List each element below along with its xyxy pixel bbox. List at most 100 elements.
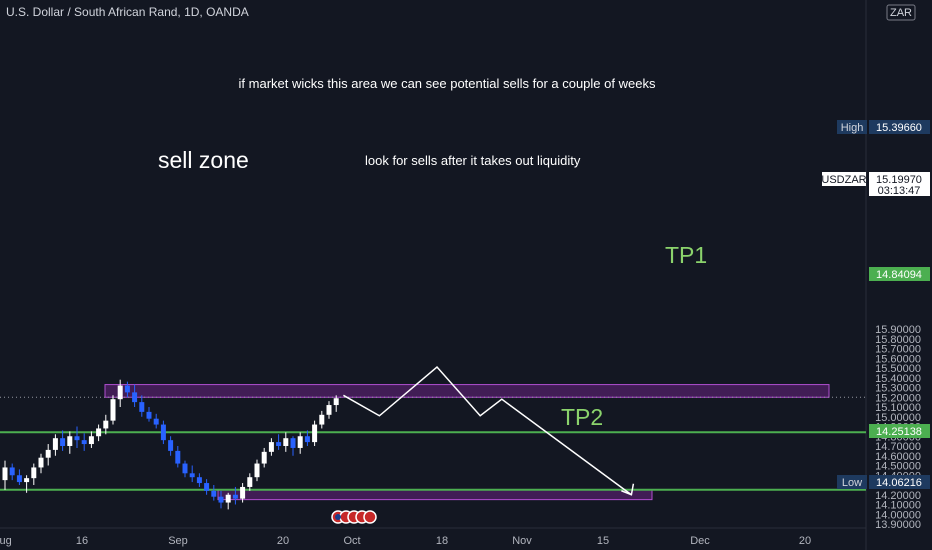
x-tick-label: 18 [436, 535, 448, 547]
y-tick-label: 15.60000 [875, 353, 921, 365]
candle-body [175, 450, 181, 464]
candle-body [204, 483, 210, 491]
candle-body [225, 494, 231, 503]
candle-body [16, 475, 22, 483]
candle-body [88, 436, 94, 445]
tp1-price-box [869, 267, 930, 281]
tp1-label: TP1 [665, 242, 707, 268]
currency-box[interactable] [886, 4, 916, 21]
low-tag-value-box [869, 475, 930, 489]
annotation-zone-note: look for sells after it takes out liquid… [365, 153, 581, 168]
tp2-label: TP2 [561, 404, 603, 430]
zone-rect [217, 489, 653, 501]
time-axis[interactable]: Aug 16 Sep 20 Oct 18 Nov 15 Dec 20 [0, 535, 811, 547]
annotation-top-note: if market wicks this area we can see pot… [239, 76, 656, 91]
y-tick-label: 13.90000 [875, 519, 921, 531]
candle-body [60, 438, 66, 446]
candle-body [139, 402, 145, 412]
x-tick-label: 20 [277, 535, 289, 547]
forecast-path [343, 365, 632, 496]
y-tick-label: 14.00000 [875, 509, 921, 521]
candle-body [247, 477, 253, 487]
candle-body [74, 436, 80, 441]
candle-body [2, 467, 8, 481]
y-tick-label: 15.20000 [875, 392, 921, 404]
candle-body [153, 418, 159, 425]
sell-zone-label: sell zone [158, 147, 249, 173]
low-tag-name-box [837, 475, 867, 489]
candle-body [31, 467, 37, 479]
candle-body [333, 398, 339, 406]
x-tick-label: Oct [343, 535, 360, 547]
y-tick-label: 15.80000 [875, 334, 921, 346]
x-tick-label: Nov [512, 535, 532, 547]
last-price-value: 15.19970 [876, 174, 922, 186]
candle-body [268, 442, 274, 452]
y-tick-label: 15.30000 [875, 383, 921, 395]
candle-body [290, 438, 296, 448]
candle-body [218, 496, 224, 503]
candle-body [132, 392, 138, 403]
candle-body [52, 438, 58, 450]
y-tick-label: 15.90000 [875, 324, 921, 336]
us-flag-icon[interactable] [363, 510, 377, 524]
candle-body [124, 385, 130, 393]
candle-body [96, 428, 102, 437]
y-tick-label: 15.50000 [875, 363, 921, 375]
x-tick-label: Dec [690, 535, 710, 547]
candle-body [146, 411, 152, 419]
candle-body [45, 449, 51, 458]
y-tick-label: 15.10000 [875, 402, 921, 414]
last-price-box [869, 172, 930, 196]
symbol-tag-label: USDZAR [821, 174, 866, 186]
candle-body [160, 424, 166, 441]
candle-body [182, 463, 188, 474]
candle-body [81, 440, 87, 445]
candle-body [189, 473, 195, 478]
candle-body [67, 436, 73, 446]
y-tick-label: 14.20000 [875, 490, 921, 502]
tp2-price-value: 14.25138 [876, 426, 922, 438]
candles-layer [2, 379, 339, 510]
candle-body [319, 414, 325, 425]
chart-title: U.S. Dollar / South African Rand, 1D, OA… [6, 5, 249, 19]
y-tick-label: 14.50000 [875, 461, 921, 473]
low-tag-value: 14.06216 [876, 477, 922, 489]
x-tick-label: Sep [168, 535, 188, 547]
economic-event-markers[interactable] [331, 510, 377, 524]
high-tag-value-box [869, 120, 930, 134]
candle-body [304, 436, 310, 443]
zone-rect [104, 384, 830, 398]
high-tag-name: High [841, 122, 864, 134]
currency-label: ZAR [890, 7, 912, 19]
forecast-arrowhead [621, 483, 635, 496]
candle-body [276, 442, 282, 446]
candle-body [110, 399, 116, 421]
tp2-price-box [869, 424, 930, 438]
candle-body [232, 494, 238, 499]
candle-body [283, 438, 289, 446]
zones-layer [104, 384, 830, 501]
horizontal-lines-layer [0, 396, 866, 491]
symbol-tag-box [822, 172, 866, 186]
tp1-price-value: 14.84094 [876, 269, 922, 281]
candle-body [240, 486, 246, 499]
x-tick-label: 16 [76, 535, 88, 547]
candle-body [297, 436, 303, 448]
y-tick-label: 15.70000 [875, 344, 921, 356]
candle-body [9, 467, 15, 476]
candle-body [196, 477, 202, 484]
high-tag-name-box [837, 120, 867, 134]
candle-body [117, 385, 123, 400]
candle-body [312, 424, 318, 443]
x-tick-label: 20 [799, 535, 811, 547]
us-flag-icon[interactable] [335, 514, 341, 520]
candle-body [261, 451, 267, 464]
candle-body [211, 490, 217, 497]
y-tick-label: 14.60000 [875, 451, 921, 463]
y-tick-label: 15.40000 [875, 373, 921, 385]
x-tick-label: Aug [0, 535, 12, 547]
y-tick-label: 14.10000 [875, 500, 921, 512]
